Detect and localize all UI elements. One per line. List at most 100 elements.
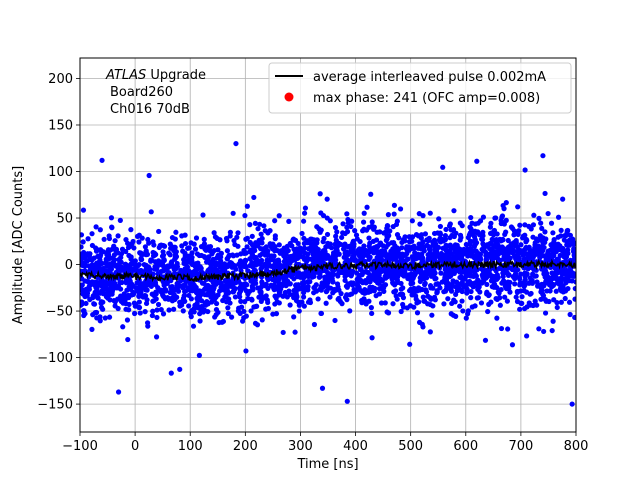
scatter-point (406, 239, 413, 245)
scatter-point (201, 244, 207, 250)
scatter-point (160, 252, 167, 258)
scatter-point (231, 288, 237, 295)
scatter-point (544, 288, 550, 294)
scatter-point (283, 263, 289, 269)
scatter-point (125, 336, 131, 343)
scatter-point (442, 232, 448, 239)
scatter-point (348, 273, 354, 279)
scatter-point (172, 251, 179, 257)
scatter-point (504, 281, 510, 288)
scatter-point (316, 269, 322, 276)
scatter-point (297, 249, 304, 256)
scatter-point (274, 264, 280, 270)
scatter-point (498, 286, 504, 293)
scatter-point (485, 308, 491, 315)
scatter-point (127, 278, 133, 284)
scatter-point (524, 255, 530, 261)
scatter-point (213, 267, 219, 273)
scatter-point (374, 229, 380, 235)
scatter-point (274, 276, 280, 282)
scatter-point (327, 218, 333, 224)
scatter-point (374, 243, 380, 250)
scatter-point (409, 234, 416, 240)
scatter-point (80, 232, 85, 238)
scatter-point (425, 257, 431, 263)
scatter-point (242, 281, 248, 287)
scatter-point (495, 274, 501, 280)
scatter-point (505, 251, 511, 257)
scatter-point (427, 210, 433, 216)
scatter-point (409, 218, 415, 224)
scatter-point (447, 221, 453, 227)
scatter-point (223, 235, 230, 242)
scatter-point (457, 220, 463, 226)
scatter-point (537, 255, 543, 261)
scatter-point (300, 272, 307, 278)
scatter-point (389, 240, 395, 246)
scatter-point (321, 249, 327, 255)
scatter-point (138, 257, 144, 263)
scatter-point (258, 284, 264, 291)
scatter-point (307, 240, 313, 246)
scatter-point (160, 311, 167, 317)
scatter-point (500, 278, 506, 284)
scatter-point (90, 295, 96, 301)
scatter-point (459, 288, 465, 295)
scatter-point (227, 229, 233, 235)
scatter-point (216, 319, 222, 326)
scatter-point (265, 299, 271, 306)
scatter-point (518, 271, 524, 277)
scatter-point (316, 274, 322, 280)
scatter-point (235, 230, 241, 236)
scatter-point (146, 172, 152, 179)
scatter-point (189, 288, 195, 294)
scatter-point (409, 292, 415, 298)
scatter-point (220, 297, 226, 304)
scatter-point (362, 269, 368, 275)
scatter-point (126, 252, 132, 259)
scatter-point (487, 230, 494, 237)
scatter-point (517, 222, 523, 228)
scatter-point (257, 221, 263, 227)
scatter-point (558, 288, 565, 294)
scatter-point (80, 282, 85, 288)
scatter-point (563, 232, 569, 239)
scatter-point (119, 279, 125, 286)
scatter-point (567, 232, 573, 238)
scatter-point (499, 214, 505, 220)
scatter-point (314, 224, 320, 230)
scatter-point (256, 294, 262, 300)
scatter-point (295, 240, 301, 247)
scatter-point (445, 296, 451, 302)
scatter-point (417, 221, 423, 227)
scatter-point (457, 237, 463, 243)
scatter-point (148, 209, 154, 215)
scatter-point (280, 282, 286, 289)
scatter-point (229, 314, 235, 320)
scatter-point (419, 321, 425, 327)
scatter-point (296, 308, 302, 314)
scatter-point (192, 246, 199, 252)
scatter-point (244, 244, 250, 250)
scatter-point (514, 298, 521, 305)
scatter-point (362, 290, 368, 296)
average-pulse-series (80, 258, 576, 283)
scatter-point (336, 287, 342, 293)
y-axis-ticks: −150 −100 −50 0 50 100 150 200 (37, 72, 80, 413)
scatter-point (103, 258, 109, 264)
scatter-point (400, 304, 407, 310)
scatter-point (413, 231, 420, 238)
scatter-point (317, 229, 323, 235)
scatter-point (516, 247, 522, 253)
scatter-point (509, 342, 516, 348)
scatter-point (427, 301, 433, 308)
scatter-point (281, 277, 287, 284)
scatter-point (81, 308, 87, 314)
scatter-point (360, 253, 366, 259)
legend-point-swatch (284, 92, 294, 102)
scatter-point (450, 278, 456, 284)
scatter-point (171, 292, 177, 298)
scatter-point (506, 285, 512, 292)
scatter-point (505, 237, 511, 244)
scatter-point (93, 279, 100, 285)
